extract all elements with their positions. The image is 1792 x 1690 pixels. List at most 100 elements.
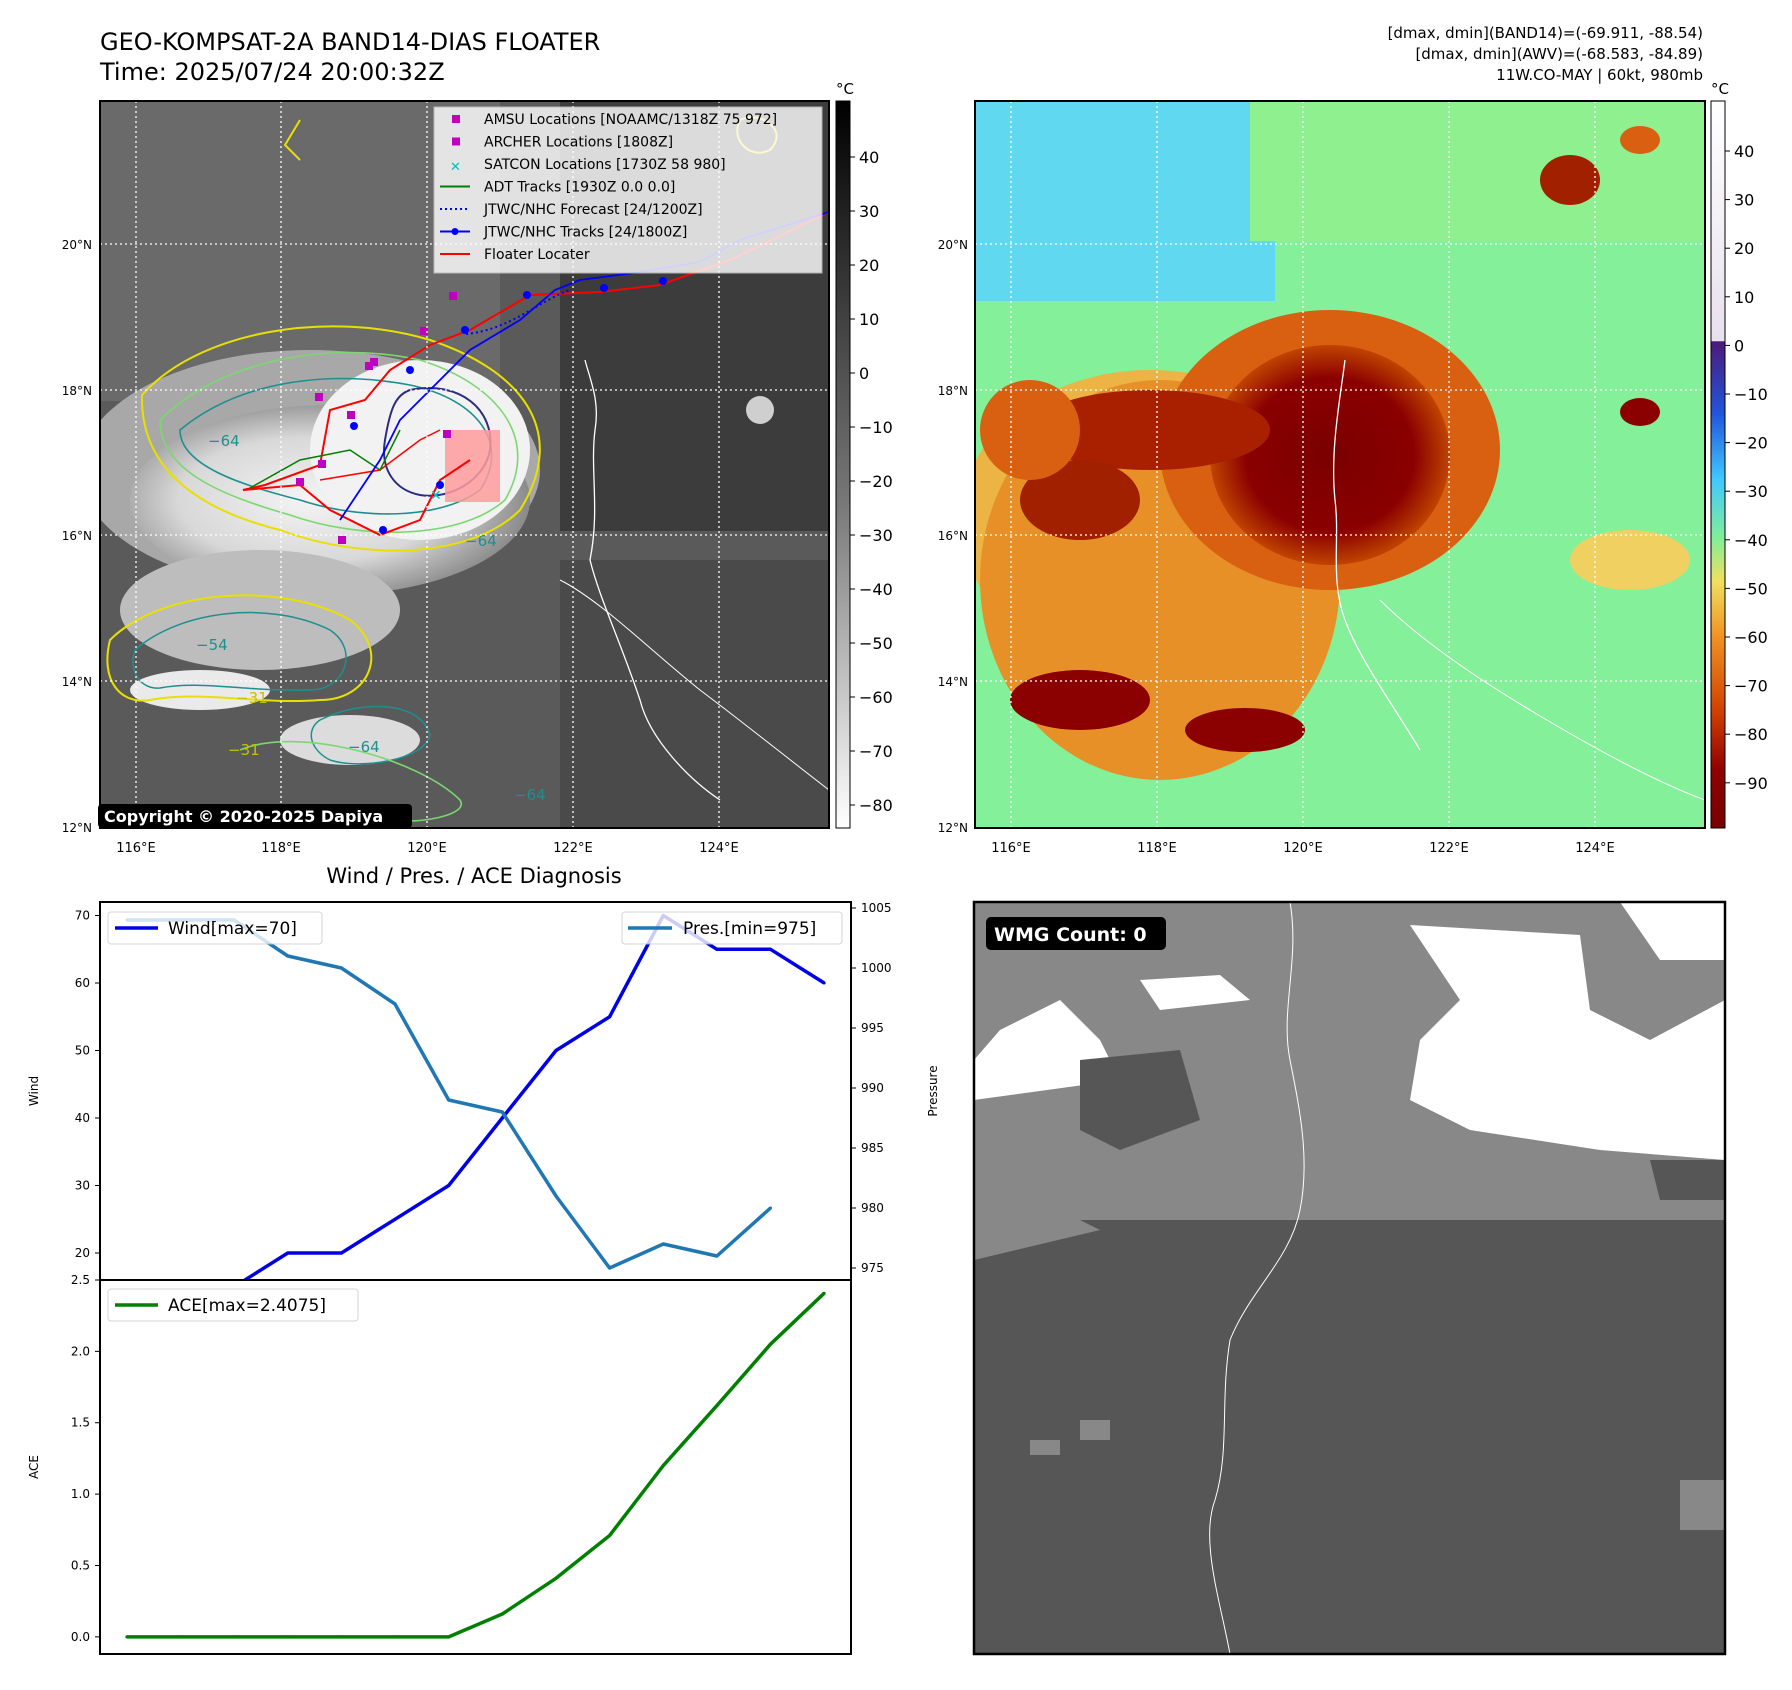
data-point xyxy=(447,1184,451,1187)
data-point xyxy=(715,947,719,951)
data-point xyxy=(554,1194,558,1198)
lat-label: 18°N xyxy=(938,384,968,398)
colorbar-tick-label: 10 xyxy=(1734,288,1754,307)
lon-label: 120°E xyxy=(407,841,447,856)
colorbar-tick-label: 20 xyxy=(1734,239,1754,258)
data-point xyxy=(286,1251,290,1255)
y2-tick-label: 1005 xyxy=(861,901,892,915)
y-axis-label: ACE xyxy=(27,1455,41,1479)
data-point xyxy=(554,1576,558,1580)
data-point xyxy=(500,1612,504,1616)
colorbar-unit: °C xyxy=(1711,80,1729,98)
legend-label: JTWC/NHC Forecast [24/1200Z] xyxy=(483,202,703,218)
legend-label: ACE[max=2.4075] xyxy=(168,1296,326,1316)
data-point xyxy=(500,1110,504,1114)
colorbar-tick-label: −50 xyxy=(859,634,893,653)
data-point xyxy=(393,1635,397,1639)
data-point xyxy=(554,1049,558,1052)
legend-label: ADT Tracks [1930Z 0.0 0.0] xyxy=(484,180,675,196)
color-colorbar: °C 40 30 20 10 0 −10 −20 −30 −40 −50 −60 −70 −80 −90 xyxy=(1710,80,1768,829)
colorbar-tick-label: −60 xyxy=(1734,628,1768,647)
data-point xyxy=(286,1635,290,1639)
wind-pressure-chart: 20 30 40 50 60 70 Wind 975 980 985 990 995 1000 1005 P… xyxy=(27,901,940,1289)
y2-tick-label: 980 xyxy=(861,1201,884,1215)
colorbar-tick-label: −30 xyxy=(859,526,893,545)
lon-label: 122°E xyxy=(553,841,593,856)
plot-frame xyxy=(99,901,852,1281)
lon-label: 120°E xyxy=(1283,841,1323,856)
storm-info: 11W.CO-MAY | 60kt, 980mb xyxy=(1496,66,1703,84)
lat-label: 12°N xyxy=(938,821,968,835)
awv-stats: [dmax, dmin](AWV)=(-68.583, -84.89) xyxy=(1415,45,1703,63)
ir-lat-labels: 12°N 14°N 16°N 18°N 20°N xyxy=(62,238,92,835)
data-point xyxy=(178,1635,182,1639)
colorbar-tick-label: 10 xyxy=(859,310,879,329)
data-point xyxy=(500,1116,504,1120)
colorbar-tick-label: −70 xyxy=(859,742,893,761)
wmg-count-badge: WMG Count: 0 xyxy=(986,917,1166,950)
y-tick-label: 0.0 xyxy=(71,1630,90,1644)
colorbar-tick-label: 0 xyxy=(859,364,869,383)
data-point xyxy=(715,1254,719,1258)
legend-x-marker: ✕ xyxy=(450,160,461,175)
lat-label: 20°N xyxy=(62,238,92,252)
diagnosis-title: Wind / Pres. / ACE Diagnosis xyxy=(326,864,621,888)
colorbar-tick-label: −20 xyxy=(1734,434,1768,453)
contour-label: −31 xyxy=(236,689,268,707)
y-tick-label: 0.5 xyxy=(71,1558,90,1572)
colorbar-tick-label: 40 xyxy=(859,148,879,167)
data-point xyxy=(661,1242,665,1246)
band14-stats: [dmax, dmin](BAND14)=(-69.911, -88.54) xyxy=(1388,24,1703,42)
contour-label: −64 xyxy=(208,432,240,450)
lon-label: 118°E xyxy=(1137,841,1177,856)
lat-label: 14°N xyxy=(62,675,92,689)
y-tick-label: 60 xyxy=(75,976,90,990)
colorbar-tick-label: −70 xyxy=(1734,677,1768,696)
colorbar-tick-label: 30 xyxy=(859,202,879,221)
y-tick-label: 50 xyxy=(75,1044,90,1058)
y-tick-label: 70 xyxy=(75,909,90,923)
ace-chart: 0.0 0.5 1.0 1.5 2.0 2.5 ACE ACE[max=2.4075] xyxy=(27,1273,852,1655)
colorbar-tick-label: −90 xyxy=(1734,774,1768,793)
data-point xyxy=(608,1534,612,1538)
y2-tick-label: 975 xyxy=(861,1261,884,1275)
y2-tick-label: 995 xyxy=(861,1021,884,1035)
legend-box xyxy=(107,911,323,945)
legend-entry: ARCHER Locations [1808Z] xyxy=(452,135,673,151)
wmg-panel: WMG Count: 0 xyxy=(972,900,1727,1656)
data-point xyxy=(769,1342,773,1346)
legend-pressure: Pres.[min=975] xyxy=(621,911,843,945)
svg-text:✕: ✕ xyxy=(430,488,442,504)
data-point xyxy=(339,966,343,970)
y-tick-label: 30 xyxy=(75,1179,90,1193)
colorbar-tick-label: 0 xyxy=(1734,336,1744,355)
colorbar-tick-label: −40 xyxy=(1734,531,1768,550)
y-tick-label: 2.0 xyxy=(71,1344,90,1358)
figure-title: GEO-KOMPSAT-2A BAND14-DIAS FLOATER xyxy=(100,28,600,56)
lat-label: 12°N xyxy=(62,821,92,835)
y-tick-label: 40 xyxy=(75,1111,90,1125)
y-tick-label: 2.5 xyxy=(71,1273,90,1287)
data-point xyxy=(769,1206,773,1210)
y-tick-label: 20 xyxy=(75,1246,90,1260)
lat-label: 18°N xyxy=(62,384,92,398)
lon-label: 124°E xyxy=(1575,841,1615,856)
legend-entry: JTWC/NHC Forecast [24/1200Z] xyxy=(440,202,703,218)
colorbar-tick-label: −80 xyxy=(1734,725,1768,744)
data-point xyxy=(447,1098,451,1102)
y-tick-label: 1.0 xyxy=(71,1487,90,1501)
lat-label: 14°N xyxy=(938,675,968,689)
legend-entry: ✕ SATCON Locations [1730Z 58 980] xyxy=(450,157,726,175)
data-point xyxy=(232,1635,236,1639)
awv-gridlines xyxy=(975,101,1705,828)
legend-box xyxy=(107,1288,359,1322)
y2-axis-label: Pressure xyxy=(926,1065,940,1116)
awv-map-panel: 12°N 14°N 16°N 18°N 20°N 116°E 118°E 120… xyxy=(938,80,1768,856)
lon-label: 116°E xyxy=(116,841,156,856)
lat-label: 20°N xyxy=(938,238,968,252)
lat-label: 16°N xyxy=(62,529,92,543)
gray-colorbar: °C 40 30 20 10 0 −10 −20 −30 −40 −50 −60 −70 −80 xyxy=(835,80,893,829)
wmg-count-text: WMG Count: 0 xyxy=(994,924,1147,946)
data-point xyxy=(393,1217,397,1221)
